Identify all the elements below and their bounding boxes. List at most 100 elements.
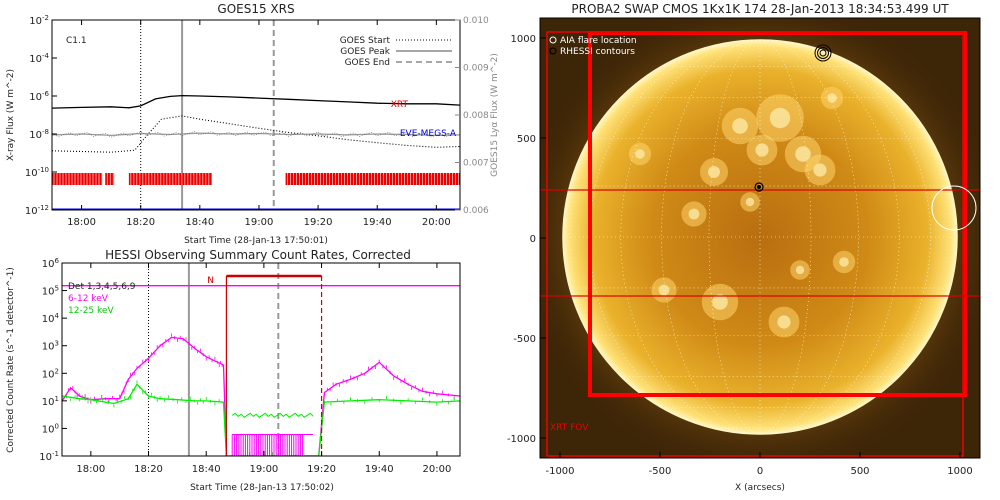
xrt-fov-label: XRT FOV bbox=[550, 423, 589, 433]
hessi-ytick-label: 103 bbox=[42, 340, 59, 353]
active-region-core bbox=[813, 163, 827, 177]
longitude-line bbox=[569, 39, 761, 435]
swap-panel: PROBA2 SWAP CMOS 1Kx1K 174 28-Jan-2013 1… bbox=[507, 2, 981, 493]
active-region-core bbox=[827, 93, 837, 103]
hessi-ylabel: Corrected Count Rate (s^-1 detector^-1) bbox=[6, 267, 16, 453]
night-indicator bbox=[225, 274, 323, 456]
longitude-line bbox=[759, 39, 859, 435]
goes-xtick-label: 19:40 bbox=[363, 217, 392, 228]
goes-xtick-label: 19:00 bbox=[245, 217, 274, 228]
legend-aia-flare: AIA flare location bbox=[560, 36, 637, 46]
xrt-label: XRT bbox=[391, 100, 409, 110]
goes-xlabel: Start Time (28-Jan-13 17:50:01) bbox=[184, 236, 328, 246]
goes-ylabel-right: GOES15 Lyα Flux (W m^-2) bbox=[490, 53, 500, 177]
goes-xrs-panel: GOES15 XRS 18:00 18:20 18:40 19:00 19:20 19:4… bbox=[6, 2, 500, 246]
active-region-core bbox=[769, 107, 791, 129]
goes-ytick-label: 10-8 bbox=[29, 128, 49, 141]
goes-xtick-label: 20:00 bbox=[422, 217, 451, 228]
goes-ylabel: X-ray Flux (W m^-2) bbox=[6, 69, 16, 161]
hessi-xtick-label: 19:00 bbox=[249, 464, 278, 475]
active-region-core bbox=[688, 208, 700, 220]
hessi-ytick-label: 105 bbox=[42, 285, 59, 298]
legend-rhessi-contours: RHESSI contours bbox=[560, 47, 635, 57]
swap-ytick-label: 0 bbox=[530, 234, 536, 245]
goes-title: GOES15 XRS bbox=[217, 2, 294, 16]
night-label: N bbox=[207, 276, 214, 286]
active-region-core bbox=[635, 149, 645, 159]
active-region-core bbox=[712, 294, 728, 310]
active-region-core bbox=[755, 143, 769, 157]
goes-legend: GOES Start GOES Peak GOES End bbox=[340, 36, 452, 68]
hessi-plot-area bbox=[62, 263, 460, 456]
swap-title: PROBA2 SWAP CMOS 1Kx1K 174 28-Jan-2013 1… bbox=[571, 2, 949, 16]
hessi-panel: HESSI Observing Summary Count Rates, Cor… bbox=[6, 248, 461, 493]
xrt-coverage-interval bbox=[128, 173, 212, 185]
hessi-attenuator-spikes bbox=[231, 434, 304, 456]
rhessi-legend-symbol bbox=[549, 47, 557, 55]
swap-ytick-label: 1000 bbox=[511, 34, 536, 45]
goes-series-1 bbox=[52, 115, 460, 153]
goes-ytick-label: 10-12 bbox=[25, 204, 49, 217]
legend-6-12-kev: 6-12 keV bbox=[68, 294, 109, 304]
active-region-core bbox=[745, 197, 755, 207]
goes-ytick-right-label: 0.008 bbox=[463, 111, 489, 121]
longitude-line bbox=[759, 39, 931, 435]
legend-detectors: Det 1,3,4,5,6,9 bbox=[68, 282, 136, 292]
legend-goes-end: GOES End bbox=[345, 58, 390, 68]
goes-ytick-label: 10-6 bbox=[29, 90, 49, 103]
goes-xtick-label: 18:00 bbox=[67, 217, 96, 228]
hessi-xtick-label: 19:40 bbox=[365, 464, 394, 475]
hessi-ytick-label: 102 bbox=[42, 367, 59, 380]
hessi-plot-frame bbox=[61, 262, 461, 457]
longitude-line bbox=[759, 39, 951, 435]
hessi-xlabel: Start Time (28-Jan-13 17:50:02) bbox=[190, 483, 334, 493]
goes-ytick-right-label: 0.006 bbox=[463, 206, 489, 216]
goes-xtick-label: 18:20 bbox=[126, 217, 155, 228]
swap-ytick-label: -1000 bbox=[507, 434, 536, 445]
goes-ytick-right-label: 0.010 bbox=[463, 16, 489, 26]
swap-xtick-label: 1000 bbox=[947, 466, 972, 477]
xrt-coverage-bars bbox=[52, 173, 460, 185]
hessi-xtick-label: 18:00 bbox=[76, 464, 105, 475]
swap-xtick-label: -500 bbox=[649, 466, 672, 477]
goes-xtick-label: 19:20 bbox=[304, 217, 333, 228]
swap-xlabel: X (arcsecs) bbox=[735, 483, 785, 493]
aia-flare-marker bbox=[754, 182, 764, 192]
longitude-line bbox=[661, 39, 761, 435]
legend-goes-peak: GOES Peak bbox=[340, 47, 390, 57]
hessi-legend: Det 1,3,4,5,6,9 6-12 keV 12-25 keV bbox=[68, 282, 136, 316]
hessi-ytick-label: 104 bbox=[42, 312, 60, 325]
hessi-ytick-label: 101 bbox=[42, 395, 59, 408]
active-region-core bbox=[708, 166, 720, 178]
hessi-ytick-label: 106 bbox=[42, 257, 60, 270]
hessi-green-night bbox=[231, 412, 314, 418]
hessi-xtick-label: 18:40 bbox=[192, 464, 221, 475]
active-region-core bbox=[839, 257, 849, 267]
active-region-core bbox=[795, 265, 805, 275]
goes-ytick-right-label: 0.009 bbox=[463, 64, 489, 74]
goes-ytick-right-label: 0.007 bbox=[463, 159, 489, 169]
xrt-fov-outer bbox=[546, 31, 964, 457]
swap-ytick-label: 500 bbox=[517, 134, 536, 145]
hessi-ytick-label: 10-1 bbox=[39, 450, 59, 463]
hessi-xtick-label: 18:20 bbox=[134, 464, 163, 475]
hessi-title: HESSI Observing Summary Count Rates, Cor… bbox=[105, 248, 411, 262]
xrt-coverage-interval bbox=[105, 173, 115, 185]
swap-legend: AIA flare location RHESSI contours bbox=[549, 36, 637, 57]
swap-xtick-label: 0 bbox=[757, 466, 763, 477]
xrt-fov-strip bbox=[540, 189, 980, 297]
aia-legend-symbol bbox=[549, 36, 557, 44]
flare-class-label: C1.1 bbox=[66, 36, 87, 46]
hessi-xtick-label: 20:00 bbox=[423, 464, 452, 475]
goes-ytick-label: 10-2 bbox=[29, 14, 49, 27]
swap-xtick-label: -1000 bbox=[545, 466, 574, 477]
active-region-core bbox=[777, 315, 791, 329]
goes-short-noise bbox=[52, 131, 456, 138]
swap-xtick-label: 500 bbox=[850, 466, 869, 477]
hessi-series-noise bbox=[62, 380, 455, 456]
hessi-xtick-label: 19:20 bbox=[307, 464, 336, 475]
active-region-core bbox=[658, 284, 670, 296]
goes-ytick-label: 10-4 bbox=[29, 52, 49, 65]
rhessi-contours bbox=[814, 44, 832, 62]
goes-series-0 bbox=[52, 94, 460, 109]
